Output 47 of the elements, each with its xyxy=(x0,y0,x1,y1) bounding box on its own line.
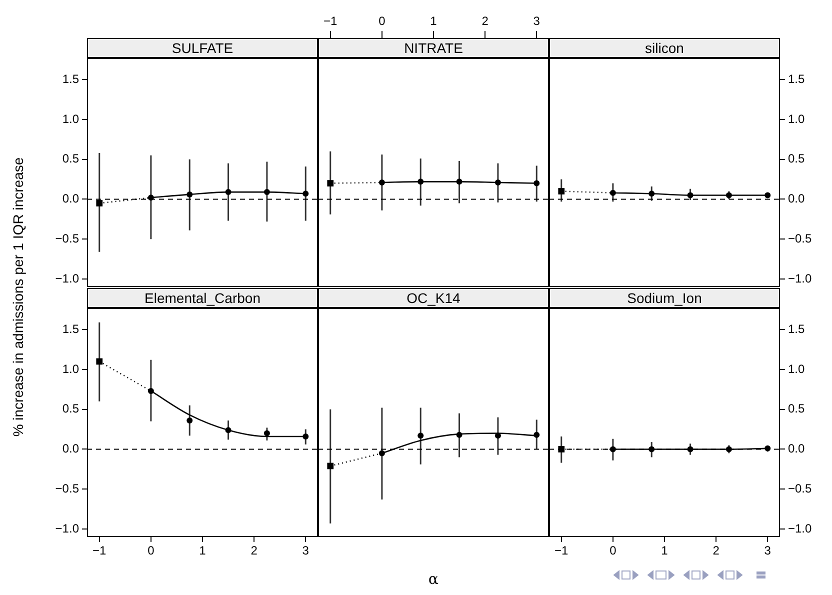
x-tick-label: 0 xyxy=(610,544,617,558)
y-tick-label: 0.0 xyxy=(788,192,806,206)
x-tick-label: 1 xyxy=(661,544,668,558)
x-tick-label: 0 xyxy=(148,544,155,558)
chart-title: Elemental_Carbon xyxy=(87,288,318,308)
chart-title: OC_K14 xyxy=(318,288,549,308)
y-tick-label: −0.5 xyxy=(55,231,80,246)
y-tick-label: 1.5 xyxy=(788,72,806,86)
x2-tick-label: 1 xyxy=(430,14,438,28)
y-tick-label: 1.0 xyxy=(62,112,80,126)
x-axis-title: α xyxy=(428,570,439,588)
y-tick-label: 0.0 xyxy=(788,442,806,456)
x2-tick-label: 2 xyxy=(482,14,489,28)
x-tick-label: 2 xyxy=(712,544,720,558)
y-tick-label: −1.0 xyxy=(788,521,812,536)
x2-tick-label: 0 xyxy=(378,14,386,28)
chart-title: silicon xyxy=(549,38,780,58)
y-tick-label: 1.0 xyxy=(788,112,806,126)
y-tick-label: −1.0 xyxy=(788,271,812,286)
y-tick-label: −0.5 xyxy=(55,481,80,496)
y-tick-label: −0.5 xyxy=(788,231,812,246)
chart-title: SULFATE xyxy=(87,38,318,58)
x-tick-label: 3 xyxy=(764,544,772,558)
y-axis-title: % increase in admissions per 1 IQR increase xyxy=(10,157,26,437)
y-tick-label: 0.5 xyxy=(788,402,806,416)
y-tick-label: 1.5 xyxy=(62,72,80,86)
chart-title: NITRATE xyxy=(318,38,549,58)
x-tick-label: 1 xyxy=(199,544,206,558)
x-tick-label: −1 xyxy=(554,544,569,558)
x2-tick-label: 3 xyxy=(533,14,540,28)
y-tick-label: −1.0 xyxy=(55,521,80,536)
y-tick-label: −0.5 xyxy=(788,481,812,496)
y-tick-label: 1.5 xyxy=(62,322,80,336)
y-tick-label: −1.0 xyxy=(55,271,80,286)
x2-tick-label: −1 xyxy=(324,14,338,28)
y-tick-label: 0.5 xyxy=(62,402,80,416)
y-tick-label: 0.5 xyxy=(788,152,806,166)
chart-title: Sodium_Ion xyxy=(549,288,780,308)
y-tick-label: 1.0 xyxy=(62,362,80,376)
x-tick-label: 2 xyxy=(250,544,258,558)
x-tick-label: −1 xyxy=(92,544,107,558)
y-tick-label: 0.5 xyxy=(62,152,80,166)
y-tick-label: 0.0 xyxy=(62,442,80,456)
y-tick-label: 0.0 xyxy=(62,192,80,206)
y-tick-label: 1.0 xyxy=(788,362,806,376)
y-tick-label: 1.5 xyxy=(788,322,806,336)
x-tick-label: 3 xyxy=(302,544,310,558)
